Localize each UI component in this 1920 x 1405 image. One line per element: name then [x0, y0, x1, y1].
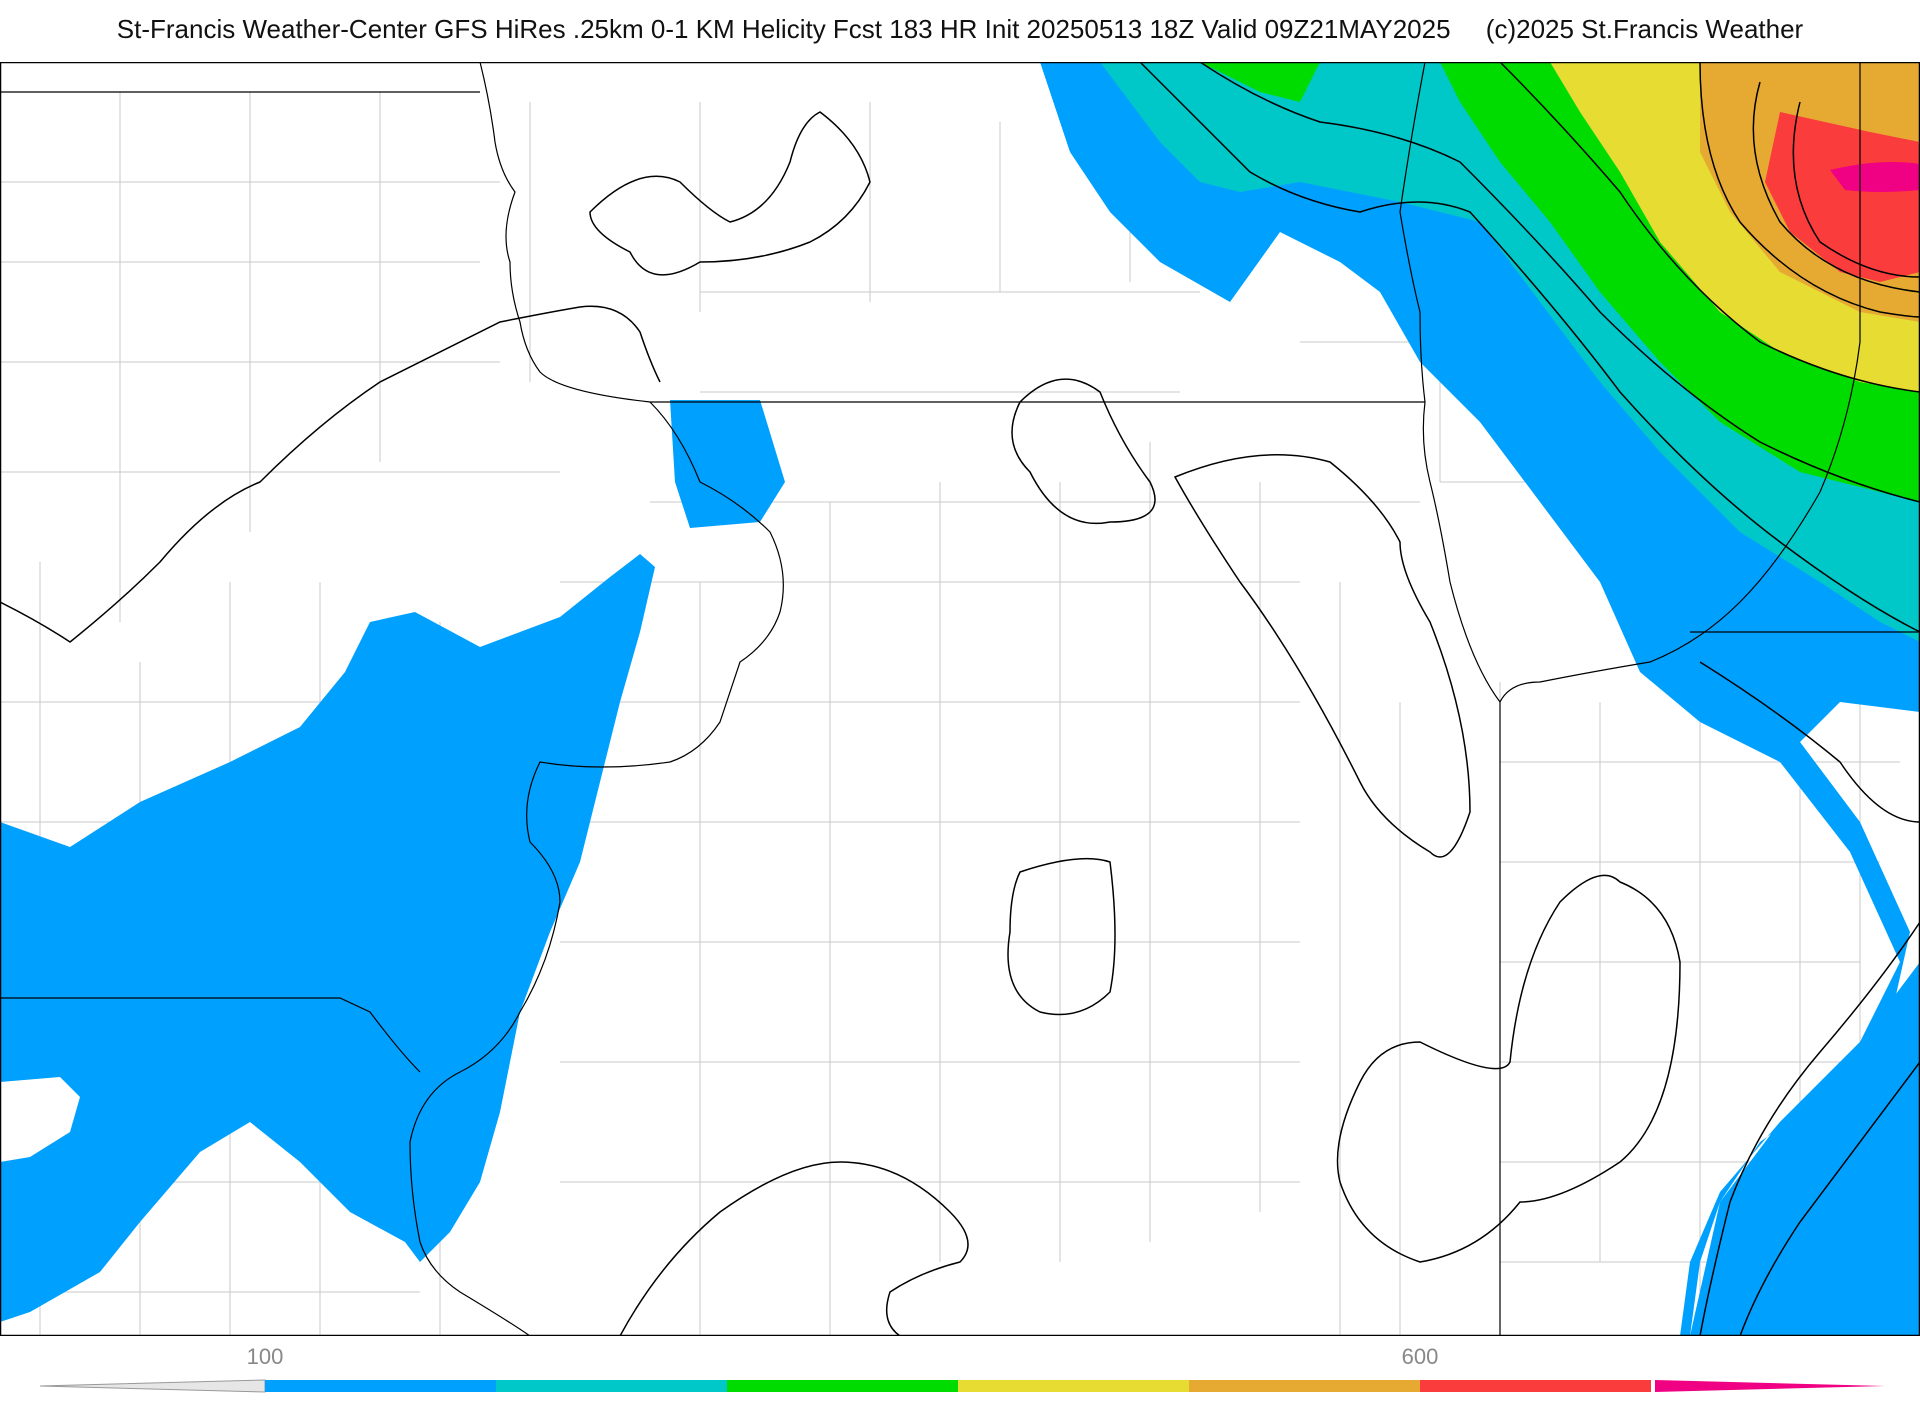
- colorbar: 100 600: [0, 1336, 1920, 1400]
- contour-lines: [0, 62, 1920, 1336]
- colorbar-bins: [265, 1380, 1651, 1392]
- colorbar-bin-2: [496, 1380, 727, 1392]
- state-boundaries: [0, 62, 1920, 1336]
- colorbar-bin-4: [958, 1380, 1189, 1392]
- colorbar-tick-600: 600: [1401, 1344, 1439, 1369]
- helicity-fill-700: [1830, 162, 1920, 192]
- title-text: St-Francis Weather-Center GFS HiRes .25k…: [116, 14, 1451, 44]
- helicity-map: [0, 62, 1920, 1336]
- colorbar-low-triangle: [39, 1379, 266, 1393]
- colorbar-bin-1: [265, 1380, 496, 1392]
- helicity-fill-600: [1765, 112, 1920, 282]
- chart-title: St-Francis Weather-Center GFS HiRes .25k…: [0, 14, 1920, 54]
- colorbar-bin-6: [1420, 1380, 1651, 1392]
- colorbar-scale: [39, 1379, 1885, 1393]
- colorbar-high-triangle: [1655, 1380, 1885, 1392]
- map-panel: [0, 62, 1920, 1336]
- colorbar-bin-3: [727, 1380, 958, 1392]
- colorbar-tick-100: 100: [246, 1344, 284, 1369]
- colorbar-bin-5: [1189, 1380, 1420, 1392]
- copyright-text: (c)2025 St.Francis Weather: [1485, 14, 1804, 44]
